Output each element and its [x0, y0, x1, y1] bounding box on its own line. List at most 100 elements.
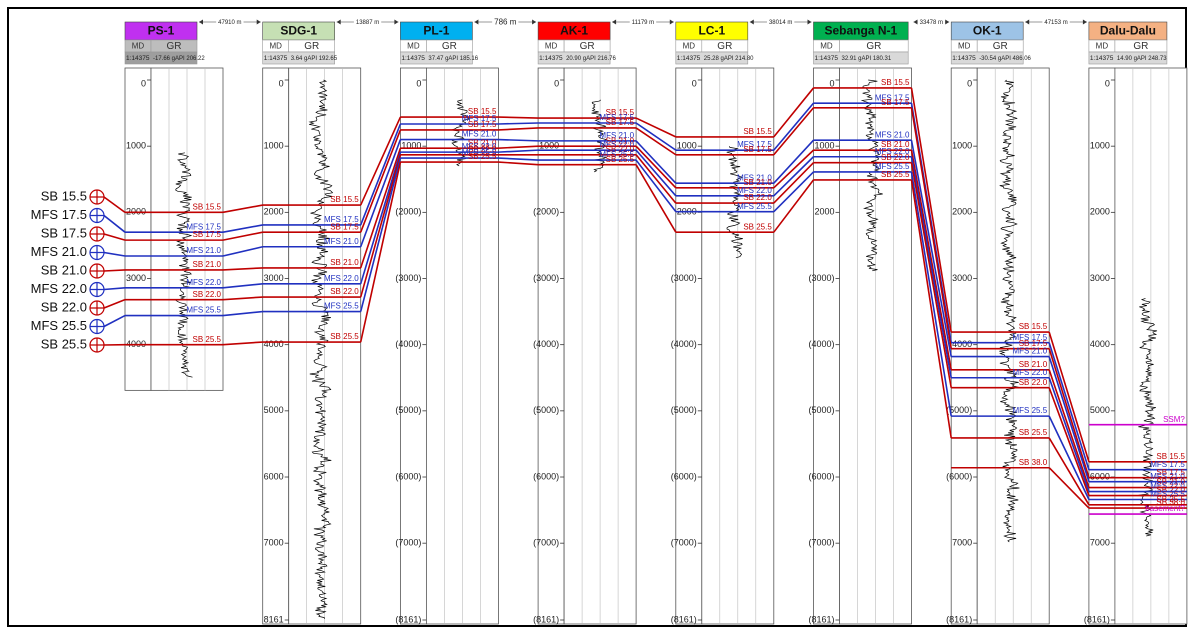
horizon-well-label: MFS 22.0 [324, 274, 359, 283]
horizon-well-label: MFS 25.5 [1013, 406, 1048, 415]
horizon-well-label: SB 25.5 [743, 222, 772, 231]
gr-label: GR [717, 41, 732, 52]
horizon-well-label: MFS 17.5 [462, 114, 497, 123]
depth-tick-label: 1000 [126, 141, 146, 151]
horizon-connector [910, 149, 952, 370]
horizon-well-label: SB 38.0 [1019, 458, 1048, 467]
distance-label: 38014 m [769, 20, 792, 26]
horizon-well-label: SB 21.0 [468, 138, 497, 147]
depth-tick-label: (4000) [808, 339, 834, 349]
depth-tick-label: (2000) [395, 207, 421, 217]
horizon-well-label: SB 25.5 [330, 332, 359, 341]
horizon-connector [910, 87, 952, 333]
md-track [813, 67, 840, 625]
scale-row [950, 51, 1024, 65]
scale-row [262, 51, 336, 65]
horizon-legend-label: MFS 17.5 [31, 207, 87, 222]
horizon-connector [773, 156, 815, 197]
depth-tick-label: 2000 [814, 207, 834, 217]
horizon-well-label: MFS 22.0 [1013, 368, 1048, 377]
depth-tick-label: (8161) [946, 614, 972, 624]
horizon-connector [359, 139, 402, 248]
gr-range: 25.28 gAPI 214.80 [704, 56, 754, 62]
horizon-connector [222, 341, 263, 346]
well-name: Sebanga N-1 [825, 24, 898, 38]
gr-range: 37.47 gAPI 185.16 [428, 56, 478, 62]
depth-tick-label: 2000 [952, 207, 972, 217]
horizon-well-label: SB 22.0 [743, 193, 772, 202]
horizon-well-label: SSM? [1163, 415, 1185, 424]
horizon-connector [910, 162, 952, 388]
scale: 1:14375 [539, 55, 563, 62]
horizon-legend-connector [103, 251, 126, 257]
horizon-well-label: SB 15.5 [1019, 322, 1048, 331]
scale: 1:14375 [126, 55, 150, 62]
depth-tick-label: 0 [967, 78, 972, 88]
scale: 1:14375 [401, 55, 425, 62]
scale: 1:14375 [677, 55, 701, 62]
depth-tick-label: (7000) [533, 538, 559, 548]
horizon-well-label: SB 22.0 [606, 145, 635, 154]
horizon-well-label: MFS 25.5 [1150, 490, 1185, 499]
depth-tick-label: 3000 [952, 273, 972, 283]
distance-label: 47153 m [1044, 20, 1067, 26]
gr-curve [999, 79, 1020, 543]
horizon-well-label: SB 25.5 [193, 335, 222, 344]
horizon-connector [498, 161, 539, 166]
horizon-well-label: SB 21.0 [606, 136, 635, 145]
scale: 1:14375 [1090, 55, 1114, 62]
depth-tick-label: (8161) [1084, 614, 1110, 624]
horizon-well-label: SB 21.0 [193, 260, 222, 269]
horizon-legend-cross [90, 319, 104, 334]
gr-curve [308, 79, 334, 619]
horizon-connector [359, 147, 402, 269]
depth-tick-label: 8161 [264, 614, 284, 624]
horizon-connector [222, 267, 263, 271]
depth-tick-label: 3000 [1090, 273, 1110, 283]
horizon-connector [222, 283, 263, 289]
horizon-well-label: SB 17.5 [881, 98, 910, 107]
horizon-connector [773, 171, 815, 213]
horizon-legend-cross [90, 227, 104, 241]
horizon-well-label: SB 15.5 [193, 202, 222, 211]
horizon-connector [910, 156, 952, 378]
scale: 1:14375 [815, 55, 839, 62]
horizon-well-label: SB 15.5 [606, 108, 635, 117]
horizon-connector [498, 145, 539, 149]
horizon-connector [910, 179, 952, 439]
depth-tick-label: 1000 [401, 141, 421, 151]
horizon-legend-label: MFS 22.0 [31, 281, 87, 296]
gr-label: GR [167, 41, 182, 52]
depth-tick-label: 4000 [264, 339, 284, 349]
horizon-connector [1048, 369, 1090, 488]
gr-curve [174, 152, 193, 378]
horizon-well-label: SB 15.5 [1156, 452, 1185, 461]
distance-bg [353, 18, 382, 26]
labels: SB 15.5 SB 15.5 SB 15.5 SB 15.5 SB 15.5 SB 15… [31, 78, 1186, 513]
horizon-well-label: MFS 17.5 [599, 113, 634, 122]
md-label: MD [407, 42, 420, 51]
distance-label: 786 m [494, 18, 517, 27]
depth-tick-label: (6000) [533, 471, 559, 481]
horizon-well-label: SB 21.0 [330, 258, 359, 267]
gr-label: GR [580, 41, 595, 52]
md-label: MD [132, 42, 145, 51]
horizon-legend-cross [90, 208, 104, 223]
depth-tick-label: 0 [692, 78, 697, 88]
horizon-well-label: SB 17.5 [1019, 339, 1048, 348]
horizon-well-label: SB 22.0 [881, 153, 910, 162]
horizon-well-label: SB 21.0 [881, 140, 910, 149]
horizon-connector [1048, 437, 1090, 506]
depth-tick-label: (5000) [671, 405, 697, 415]
horizon-well-label: MFS 22.0 [737, 186, 772, 195]
depth-tick-label: 5000 [1090, 405, 1110, 415]
horizon-well-label: SB 15.5 [881, 78, 910, 87]
depth-tick-label: (3000) [533, 273, 559, 283]
depth-tick-label: 3000 [126, 273, 146, 283]
horizon-connector [498, 122, 539, 125]
horizon-legend-label: SB 17.5 [41, 225, 87, 240]
distance-bg [766, 18, 795, 26]
gr-label: GR [993, 41, 1008, 52]
gr-label: GR [442, 41, 457, 52]
depth-tick-label: (6000) [671, 471, 697, 481]
